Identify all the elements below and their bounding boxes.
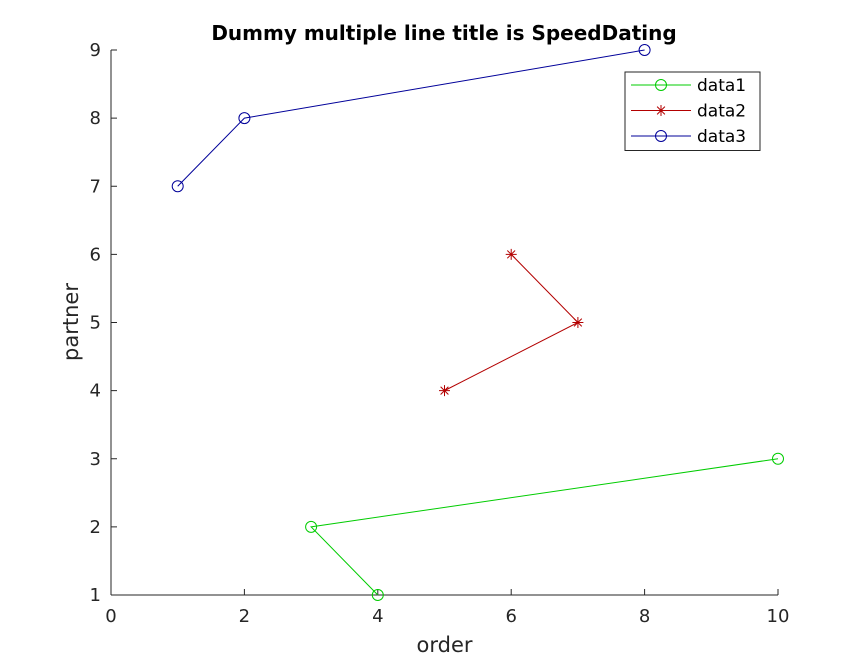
legend-item-data3: data3 <box>631 127 746 147</box>
y-tick-label: 7 <box>90 176 101 197</box>
y-tick-label: 1 <box>90 585 101 606</box>
data-point-data3 <box>171 180 184 193</box>
series-line-data3 <box>177 49 645 187</box>
series-data1 <box>305 452 784 601</box>
legend: data1 data2 data3 <box>624 71 761 151</box>
legend-label: data3 <box>697 127 746 147</box>
chart-title: Dummy multiple line title is SpeedDating <box>211 21 676 45</box>
legend-marker <box>655 130 667 142</box>
x-tick-label: 8 <box>639 606 650 627</box>
y-tick-label: 3 <box>90 449 101 470</box>
x-tick-label: 10 <box>767 606 790 627</box>
x-tick-label: 0 <box>105 606 116 627</box>
data-point-data3 <box>638 44 651 56</box>
y-tick-label: 8 <box>90 108 101 129</box>
y-axis-title: partner <box>59 283 83 361</box>
legend-marker <box>655 105 667 116</box>
legend-label: data2 <box>697 102 746 122</box>
y-tick-label: 9 <box>90 40 101 61</box>
series-data3 <box>171 44 651 193</box>
x-tick-label: 2 <box>239 606 250 627</box>
y-tick-label: 2 <box>90 517 101 538</box>
legend-marker <box>655 79 667 91</box>
x-axis-title: order <box>417 633 473 657</box>
series-line-data1 <box>310 458 779 596</box>
data-point-data2 <box>439 385 450 397</box>
legend-label: data1 <box>697 76 746 96</box>
legend-item-data1: data1 <box>631 76 746 96</box>
data-point-data1 <box>772 452 784 465</box>
data-point-data1 <box>371 589 384 601</box>
data-point-data1 <box>305 520 318 533</box>
y-tick-label: 6 <box>90 244 101 265</box>
legend-item-data2: data2 <box>631 102 746 122</box>
data-point-data3 <box>238 112 251 125</box>
plot-series <box>171 44 784 601</box>
y-tick-label: 5 <box>90 313 101 334</box>
series-data2 <box>439 248 584 397</box>
data-point-data2 <box>572 317 584 328</box>
data-point-data2 <box>505 248 517 260</box>
x-tick-label: 6 <box>505 606 516 627</box>
y-tick-label: 4 <box>90 381 101 402</box>
series-line-data2 <box>444 254 579 392</box>
x-tick-label: 4 <box>372 606 383 627</box>
